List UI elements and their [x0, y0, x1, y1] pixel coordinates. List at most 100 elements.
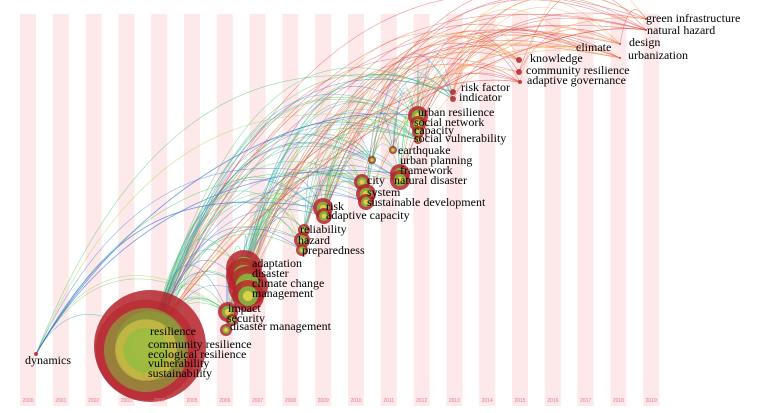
keyword-label-green-infrastructure: green infrastructure	[646, 11, 740, 25]
keyword-nodes	[34, 18, 647, 402]
keyword-label-climate-change: climate change	[252, 276, 324, 290]
keyword-label-adaptive-capacity: adaptive capacity	[326, 208, 410, 222]
year-band-2002	[85, 14, 102, 406]
year-label-2012: 2012	[416, 398, 427, 404]
link-147	[225, 44, 621, 331]
node-risk-factor	[450, 89, 456, 95]
keyword-label-natural-disaster: natural disaster	[394, 173, 467, 187]
year-label-2014: 2014	[482, 398, 493, 404]
link-115	[371, 53, 454, 161]
node-ring-outer	[645, 18, 647, 20]
link-31	[35, 278, 229, 355]
year-label-2018: 2018	[613, 398, 624, 404]
keyword-label-community-resilience-2004: community resilience	[148, 337, 252, 351]
link-169	[149, 73, 454, 347]
keyword-label-security: security	[227, 311, 265, 325]
link-75	[225, 133, 373, 331]
node-natural-hazard	[645, 29, 647, 31]
node-ring-outer	[579, 47, 581, 49]
link-81	[247, 171, 401, 297]
link-105	[243, 164, 401, 269]
keyword-label-capacity: capacity	[414, 123, 454, 137]
year-band-2013	[446, 14, 463, 406]
link-153	[243, 34, 621, 277]
link-72	[303, 0, 647, 231]
link-103	[149, 197, 325, 347]
link-58	[243, 117, 419, 269]
link-38	[365, 25, 621, 203]
keyword-label-risk: risk	[326, 199, 344, 213]
link-148	[225, 40, 581, 331]
node-ring-inner	[391, 148, 395, 152]
link-28	[518, 28, 621, 73]
keyword-label-urbanization: urbanization	[628, 48, 688, 62]
year-label-2008: 2008	[285, 398, 296, 404]
link-118	[619, 9, 647, 45]
link-109	[247, 24, 647, 287]
year-label-2003: 2003	[121, 398, 132, 404]
year-label-2004: 2004	[154, 398, 165, 404]
keyword-label-community-resilience-2016: community resilience	[526, 63, 630, 77]
year-label-2007: 2007	[252, 398, 263, 404]
link-46	[417, 17, 647, 117]
keyword-label-disaster: disaster	[252, 266, 289, 280]
keyword-label-sustainable-development: sustainable development	[367, 195, 486, 209]
link-7	[322, 116, 394, 209]
node-management	[232, 280, 264, 312]
year-label-2016: 2016	[547, 398, 558, 404]
year-band-2019	[643, 14, 660, 406]
link-138	[417, 33, 621, 117]
keyword-label-dynamics: dynamics	[25, 353, 71, 367]
link-167	[149, 78, 454, 347]
node-ring-outer	[619, 43, 621, 45]
node-green-infrastructure	[645, 18, 647, 20]
year-label-2009: 2009	[318, 398, 329, 404]
node-ring-inner	[416, 130, 420, 134]
node-ring-outer	[516, 69, 522, 75]
node-ring-outer	[645, 29, 647, 31]
node-ring-inner	[230, 318, 234, 322]
node-ring-outer	[516, 57, 522, 63]
keyword-label-preparedness: preparedness	[302, 243, 365, 257]
link-123	[149, 13, 647, 347]
link-101	[322, 63, 521, 209]
node-indicator	[450, 96, 456, 102]
node-ring-inner	[224, 308, 232, 316]
year-label-2015: 2015	[514, 398, 525, 404]
year-band-2018	[610, 14, 627, 406]
node-ring-inner	[300, 248, 304, 252]
node-security	[226, 314, 238, 326]
node-ring-outer	[34, 352, 38, 356]
keyword-label-climate: climate	[576, 40, 611, 54]
year-label-2011: 2011	[383, 398, 394, 404]
year-band-2016	[544, 14, 561, 406]
keyword-label-framework: framework	[400, 163, 453, 177]
link-152	[452, 22, 520, 93]
node-climate	[579, 47, 581, 49]
link-51	[303, 160, 324, 231]
year-label-2001: 2001	[55, 398, 66, 404]
year-label-2002: 2002	[88, 398, 99, 404]
node-knowledge	[516, 57, 522, 63]
link-159	[322, 35, 520, 209]
node-ring-inner	[302, 228, 306, 232]
link-161	[452, 33, 621, 100]
node-adaptive-governance	[518, 80, 522, 84]
keyword-label-management: management	[252, 286, 314, 300]
node-ring-outer	[450, 89, 456, 95]
node-design	[619, 43, 621, 45]
year-label-2005: 2005	[186, 398, 197, 404]
keyword-label-hazard: hazard	[298, 233, 330, 247]
link-160	[247, 109, 419, 287]
link-65	[303, 153, 401, 231]
link-154	[231, 31, 621, 321]
keyword-label-city: city	[367, 173, 385, 187]
node-ring-inner	[299, 237, 305, 243]
node-social-vulnerability	[414, 136, 422, 144]
link-107	[149, 64, 520, 347]
node-dynamics	[34, 352, 38, 356]
node-sustainable-development	[358, 194, 374, 210]
keyword-label-natural-hazard: natural hazard	[647, 23, 715, 37]
node-hazard	[294, 232, 310, 248]
node-capacity	[412, 126, 424, 138]
